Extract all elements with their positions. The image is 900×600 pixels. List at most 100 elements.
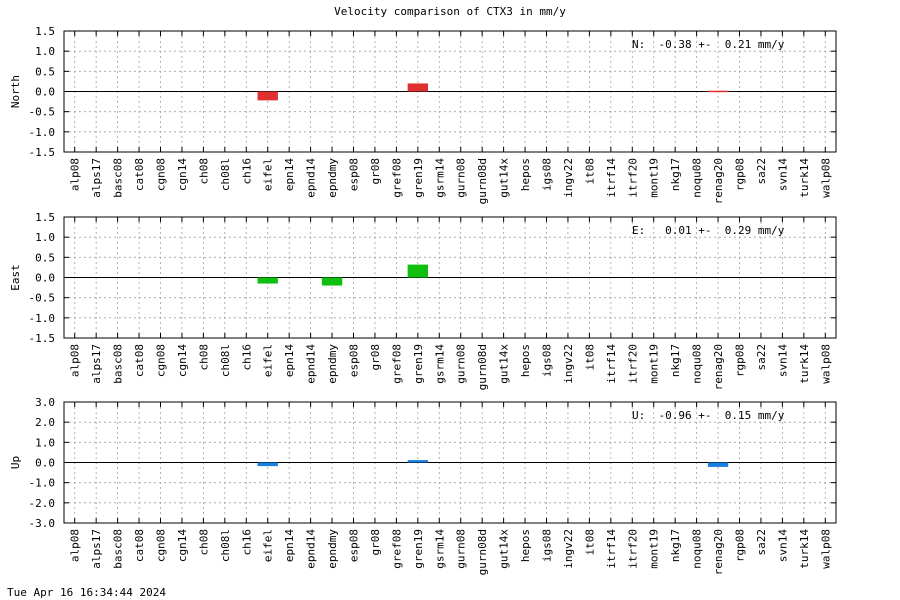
x-tick-label: epndmy	[326, 344, 339, 384]
x-tick-label: epn14	[283, 529, 296, 562]
x-tick-label: cgn14	[176, 529, 189, 562]
bar-eifel	[257, 277, 278, 284]
x-tick-label: epn14	[283, 158, 296, 191]
x-tick-label: turk14	[798, 158, 811, 198]
timestamp: Tue Apr 16 16:34:44 2024	[7, 586, 166, 599]
y-tick-label: 3.0	[35, 396, 55, 409]
x-tick-label: ch08	[197, 344, 210, 371]
y-axis-label: East	[9, 264, 22, 291]
y-tick-label: 1.5	[35, 25, 55, 38]
bar-epndmy	[321, 277, 343, 286]
bar-renag20	[707, 462, 729, 467]
x-tick-label: igs08	[541, 344, 554, 377]
x-tick-label: ingv22	[562, 344, 575, 384]
y-tick-label: 1.0	[35, 45, 55, 58]
x-tick-label: basc08	[112, 158, 125, 198]
x-tick-label: epnd14	[305, 529, 318, 569]
y-tick-label: 1.5	[35, 211, 55, 224]
x-tick-label: hepos	[519, 529, 532, 562]
x-tick-label: itrf14	[605, 344, 618, 384]
y-tick-label: -1.0	[29, 126, 56, 139]
x-tick-label: svn14	[776, 529, 789, 562]
y-tick-label: 1.0	[35, 231, 55, 244]
y-tick-label: 1.0	[35, 436, 55, 449]
plot-frame	[63, 30, 837, 153]
y-tick-label: -0.5	[29, 292, 56, 305]
x-tick-label: igs08	[541, 158, 554, 191]
x-tick-label: gurn08	[455, 344, 468, 384]
y-tick-label: -1.0	[29, 477, 56, 490]
plot-frame	[63, 216, 837, 339]
x-tick-label: alps17	[90, 344, 103, 384]
x-tick-label: alp08	[69, 158, 82, 191]
x-tick-label: ch16	[240, 158, 253, 185]
y-tick-label: -2.0	[29, 497, 56, 510]
x-tick-label: gren19	[412, 529, 425, 569]
y-axis-label: Up	[9, 456, 22, 469]
x-tick-label: epn14	[283, 344, 296, 377]
x-tick-label: gr08	[369, 344, 382, 371]
y-tick-label: -0.5	[29, 106, 56, 119]
x-tick-label: itrf20	[626, 344, 639, 384]
x-tick-label: gut14x	[498, 344, 511, 384]
x-tick-label: gref08	[390, 529, 403, 569]
x-tick-label: alps17	[90, 529, 103, 569]
y-tick-label: -1.0	[29, 312, 56, 325]
x-tick-label: gref08	[390, 158, 403, 198]
plot-frame	[63, 401, 837, 524]
x-tick-label: gsrm14	[433, 529, 446, 569]
x-tick-label: gurn08d	[476, 344, 489, 390]
x-tick-label: turk14	[798, 344, 811, 384]
x-tick-label: it08	[583, 529, 596, 556]
x-tick-label: gurn08d	[476, 529, 489, 575]
x-tick-label: eifel	[262, 344, 275, 377]
x-tick-label: ch08l	[219, 158, 232, 191]
x-tick-label: epndmy	[326, 158, 339, 198]
x-tick-label: itrf20	[626, 158, 639, 198]
x-tick-label: gren19	[412, 344, 425, 384]
x-tick-label: ingv22	[562, 529, 575, 569]
x-tick-label: esp08	[348, 529, 361, 562]
y-tick-label: 0.0	[35, 457, 55, 470]
x-tick-label: epnd14	[305, 158, 318, 198]
x-tick-label: walp08	[819, 158, 832, 198]
bar-gren19	[407, 264, 429, 278]
y-tick-label: 0.5	[35, 251, 55, 264]
y-tick-label: 2.0	[35, 416, 55, 429]
velocity-annotation: N: -0.38 +- 0.21 mm/y	[632, 38, 785, 51]
x-tick-label: gren19	[412, 158, 425, 198]
x-tick-label: alp08	[69, 344, 82, 377]
x-tick-label: cat08	[133, 344, 146, 377]
x-tick-label: esp08	[348, 158, 361, 191]
x-tick-label: renag20	[712, 529, 725, 575]
x-tick-label: walp08	[819, 344, 832, 384]
x-tick-label: gurn08	[455, 529, 468, 569]
x-tick-label: eifel	[262, 158, 275, 191]
x-tick-label: hepos	[519, 158, 532, 191]
x-tick-label: rgp08	[734, 529, 747, 562]
x-tick-label: basc08	[112, 344, 125, 384]
x-tick-label: sa22	[755, 344, 768, 371]
x-tick-label: cgn14	[176, 158, 189, 191]
y-tick-label: -1.5	[29, 146, 56, 159]
x-tick-label: ch08l	[219, 529, 232, 562]
x-tick-label: gsrm14	[433, 344, 446, 384]
panel-east: 1.5 1.0 0.5 0.0 -0.5 -1.0 -1.5 alp08 alps17 basc0…	[9, 211, 837, 390]
x-tick-label: svn14	[776, 344, 789, 377]
x-tick-label: alp08	[69, 529, 82, 562]
x-tick-label: gut14x	[498, 529, 511, 569]
x-tick-label: noqu08	[691, 529, 704, 569]
x-tick-label: gurn08	[455, 158, 468, 198]
panel-up: 3.0 2.0 1.0 0.0 -1.0 -2.0 -3.0 alp08 alps17 basc0…	[9, 396, 837, 575]
x-tick-label: noqu08	[691, 158, 704, 198]
x-tick-label: basc08	[112, 529, 125, 569]
x-tick-label: it08	[583, 158, 596, 185]
x-tick-label: renag20	[712, 344, 725, 390]
panel-north: 1.5 1.0 0.5 0.0 -0.5 -1.0 -1.5 alp08 alps17 basc0…	[9, 25, 837, 204]
x-tick-label: gurn08d	[476, 158, 489, 204]
x-tick-label: nkg17	[669, 529, 682, 562]
x-tick-label: walp08	[819, 529, 832, 569]
x-tick-label: nkg17	[669, 344, 682, 377]
x-tick-label: rgp08	[734, 158, 747, 191]
x-tick-label: cgn08	[155, 529, 168, 562]
